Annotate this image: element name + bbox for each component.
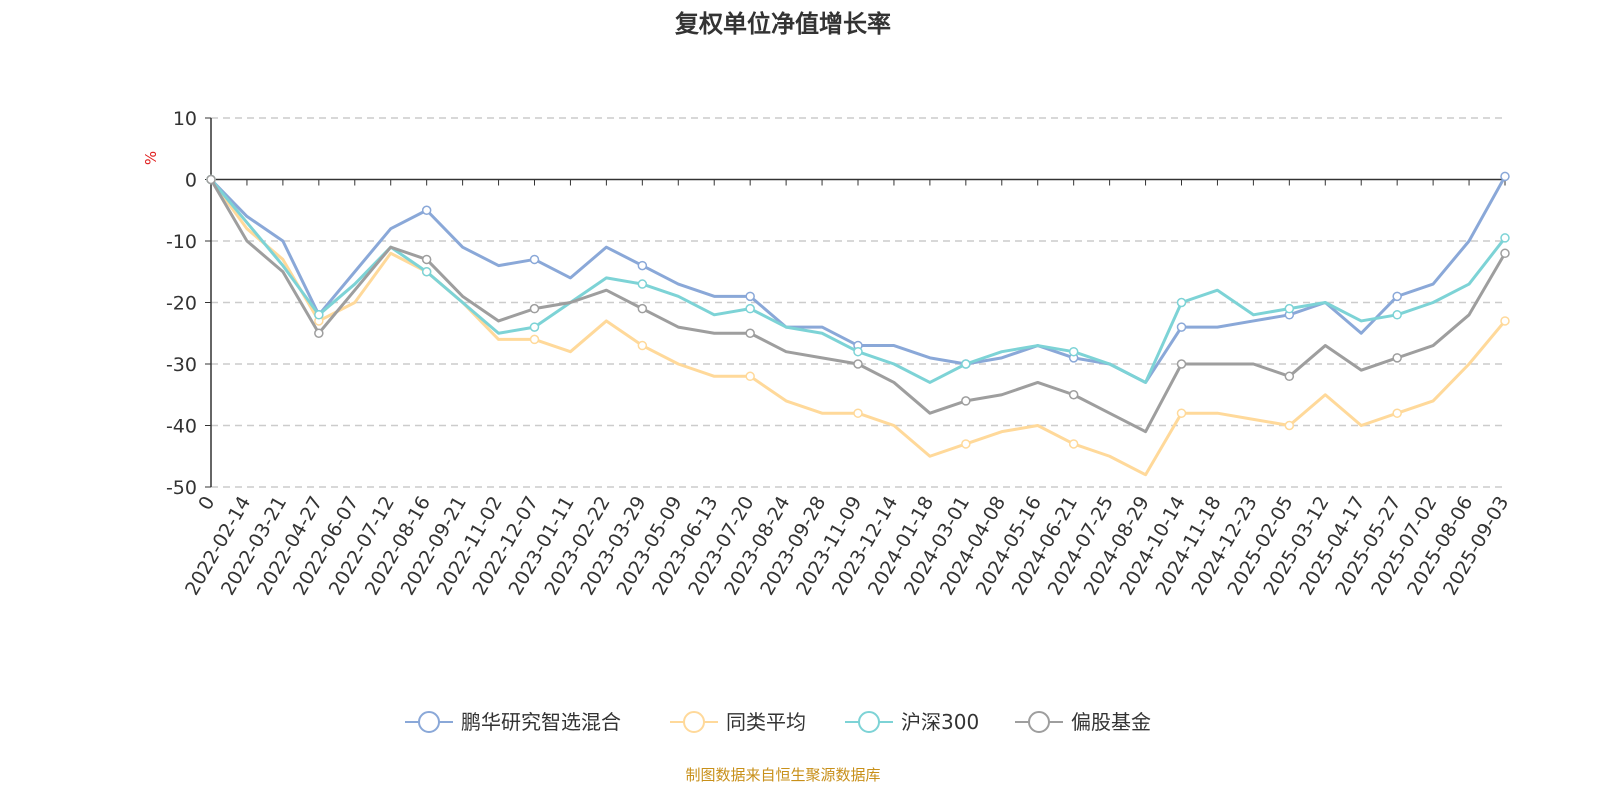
legend-marker [1028, 711, 1050, 733]
data-point [1176, 322, 1187, 332]
y-tick-label: 0 [185, 170, 197, 192]
data-point [421, 254, 432, 265]
legend-label: 沪深300 [901, 710, 979, 734]
data-point [1176, 408, 1187, 418]
data-point [1068, 390, 1079, 400]
data-point [529, 254, 540, 265]
series-line [209, 178, 1507, 477]
legend-label: 同类平均 [726, 710, 806, 734]
data-point [637, 260, 648, 271]
legend-item[interactable]: 偏股基金 [1015, 710, 1151, 734]
data-point [745, 291, 755, 302]
data-point [637, 303, 648, 314]
data-point [745, 303, 755, 314]
data-point [529, 334, 540, 345]
data-point [637, 279, 648, 289]
legend-label: 鹏华研究智选混合 [461, 710, 621, 734]
data-point [1176, 297, 1187, 308]
data-point [1500, 233, 1510, 243]
data-point [1176, 359, 1187, 369]
data-point [421, 267, 432, 277]
data-point [1068, 346, 1079, 357]
data-point [1284, 371, 1295, 382]
data-point [206, 174, 216, 185]
data-point [421, 205, 432, 215]
legend-item[interactable]: 鹏华研究智选混合 [405, 710, 621, 734]
data-point [1392, 353, 1402, 363]
y-tick-label: -40 [166, 416, 197, 438]
chart-title: 复权单位净值增长率 [675, 10, 891, 38]
legend-marker [858, 711, 880, 733]
data-point [745, 328, 755, 338]
data-point [961, 359, 971, 369]
legend-label: 偏股基金 [1071, 710, 1151, 734]
data-point [745, 371, 755, 382]
data-point [637, 340, 648, 351]
data-point [1392, 408, 1402, 418]
y-tick-label: -50 [166, 477, 197, 499]
x-tick-label: 0 [194, 493, 219, 514]
data-point [1284, 420, 1295, 431]
y-tick-label: -10 [166, 231, 197, 253]
data-point [314, 328, 324, 338]
y-axis-label: % [142, 151, 160, 165]
data-source-note: 制图数据来自恒生聚源数据库 [685, 766, 881, 784]
data-point [1500, 248, 1510, 259]
legend-marker [683, 711, 705, 733]
y-tick-label: 10 [173, 108, 197, 130]
data-point [529, 303, 540, 314]
data-point [961, 439, 971, 449]
data-point [1392, 310, 1402, 320]
legend-item[interactable]: 同类平均 [670, 710, 806, 734]
y-tick-label: -20 [166, 293, 197, 315]
data-point [314, 310, 324, 320]
y-tick-label: -30 [166, 354, 197, 376]
data-point [1068, 439, 1079, 449]
data-point [1500, 171, 1510, 182]
legend-marker [418, 711, 440, 733]
data-point [529, 322, 540, 332]
data-point [1500, 316, 1510, 326]
data-point [853, 359, 863, 369]
legend-item[interactable]: 沪深300 [845, 710, 979, 734]
data-point [853, 408, 863, 418]
data-point [961, 396, 971, 406]
data-point [853, 346, 863, 357]
data-point [1284, 303, 1295, 314]
data-point [1392, 291, 1402, 302]
